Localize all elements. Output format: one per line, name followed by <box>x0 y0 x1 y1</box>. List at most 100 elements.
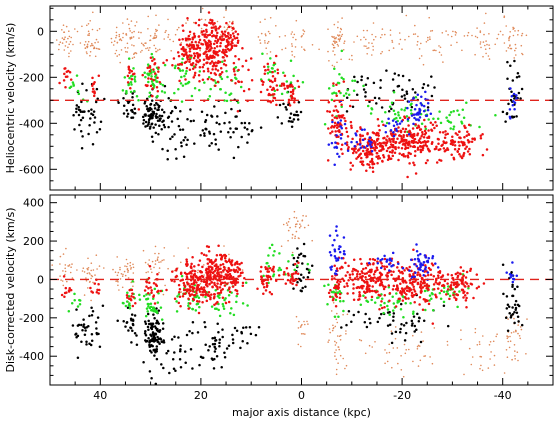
data-point <box>133 75 137 78</box>
data-point <box>145 47 147 50</box>
data-point <box>514 350 516 352</box>
data-point <box>297 327 300 329</box>
data-point <box>173 335 176 338</box>
data-point <box>390 273 393 277</box>
data-point <box>388 291 392 295</box>
data-point <box>404 281 408 284</box>
data-point <box>366 47 368 50</box>
data-point <box>71 324 75 327</box>
data-point <box>124 46 126 49</box>
data-point <box>514 30 516 32</box>
data-point <box>450 35 453 38</box>
data-point <box>452 281 456 284</box>
data-point <box>124 265 126 267</box>
data-point <box>403 116 407 120</box>
data-point <box>372 162 376 166</box>
data-point <box>239 274 242 277</box>
data-point <box>64 267 66 270</box>
data-point <box>476 344 479 346</box>
data-point <box>87 257 89 260</box>
data-point <box>460 338 462 341</box>
data-point <box>337 45 340 47</box>
data-point <box>132 263 134 266</box>
data-point <box>300 46 303 48</box>
data-point <box>515 76 519 79</box>
data-point <box>418 303 421 306</box>
data-point <box>458 136 462 139</box>
data-point <box>162 123 166 127</box>
data-point <box>207 290 211 294</box>
data-point <box>327 28 329 31</box>
data-point <box>153 308 157 312</box>
data-point <box>226 47 230 51</box>
data-point <box>142 43 144 46</box>
data-point <box>354 147 357 150</box>
data-point <box>506 303 510 306</box>
data-point <box>386 360 389 363</box>
data-point <box>227 24 229 26</box>
data-point <box>207 69 210 73</box>
data-point <box>470 140 474 143</box>
data-point <box>213 72 216 75</box>
data-point <box>282 273 286 276</box>
data-point <box>353 144 356 148</box>
data-point <box>359 135 362 138</box>
data-point <box>515 115 518 118</box>
data-point <box>127 271 129 273</box>
data-point <box>200 279 203 283</box>
data-point <box>184 136 187 139</box>
data-point <box>174 106 178 110</box>
data-point <box>482 55 484 58</box>
data-point <box>291 233 294 236</box>
data-point <box>395 116 398 120</box>
data-point <box>351 164 355 167</box>
data-point <box>452 156 455 160</box>
data-point <box>290 95 294 98</box>
data-point <box>367 47 370 49</box>
data-point <box>263 65 266 69</box>
data-point <box>193 279 197 282</box>
data-point <box>296 256 300 259</box>
data-point <box>307 271 311 274</box>
data-point <box>183 61 187 64</box>
data-point <box>195 281 198 284</box>
data-point <box>151 87 154 90</box>
data-point <box>403 94 406 97</box>
data-point <box>148 341 151 344</box>
data-point <box>133 72 136 76</box>
data-point <box>399 282 402 286</box>
data-point <box>187 304 190 307</box>
data-point <box>259 126 263 129</box>
data-point <box>405 293 408 296</box>
data-point <box>280 84 283 88</box>
data-point <box>156 258 159 260</box>
data-point <box>74 28 76 30</box>
data-point <box>467 141 470 144</box>
data-point <box>144 329 147 333</box>
data-point <box>236 270 239 274</box>
data-point <box>514 358 516 360</box>
data-point <box>203 134 206 138</box>
data-point <box>344 119 347 123</box>
data-point <box>246 342 249 345</box>
data-point <box>422 274 425 277</box>
data-point <box>462 274 465 278</box>
data-point <box>329 288 332 292</box>
data-point <box>424 141 427 144</box>
data-point <box>198 259 202 262</box>
data-point <box>400 293 403 296</box>
data-point <box>421 281 425 285</box>
data-point <box>400 369 403 371</box>
data-point <box>68 35 71 38</box>
data-point <box>181 295 185 298</box>
data-point <box>467 285 470 288</box>
data-point <box>249 332 253 336</box>
data-point <box>115 36 117 39</box>
data-point <box>219 44 222 48</box>
data-point <box>505 307 509 310</box>
data-point <box>392 270 395 273</box>
data-point <box>335 116 339 120</box>
data-point <box>337 362 339 365</box>
data-point <box>218 25 222 28</box>
data-point <box>186 16 189 20</box>
